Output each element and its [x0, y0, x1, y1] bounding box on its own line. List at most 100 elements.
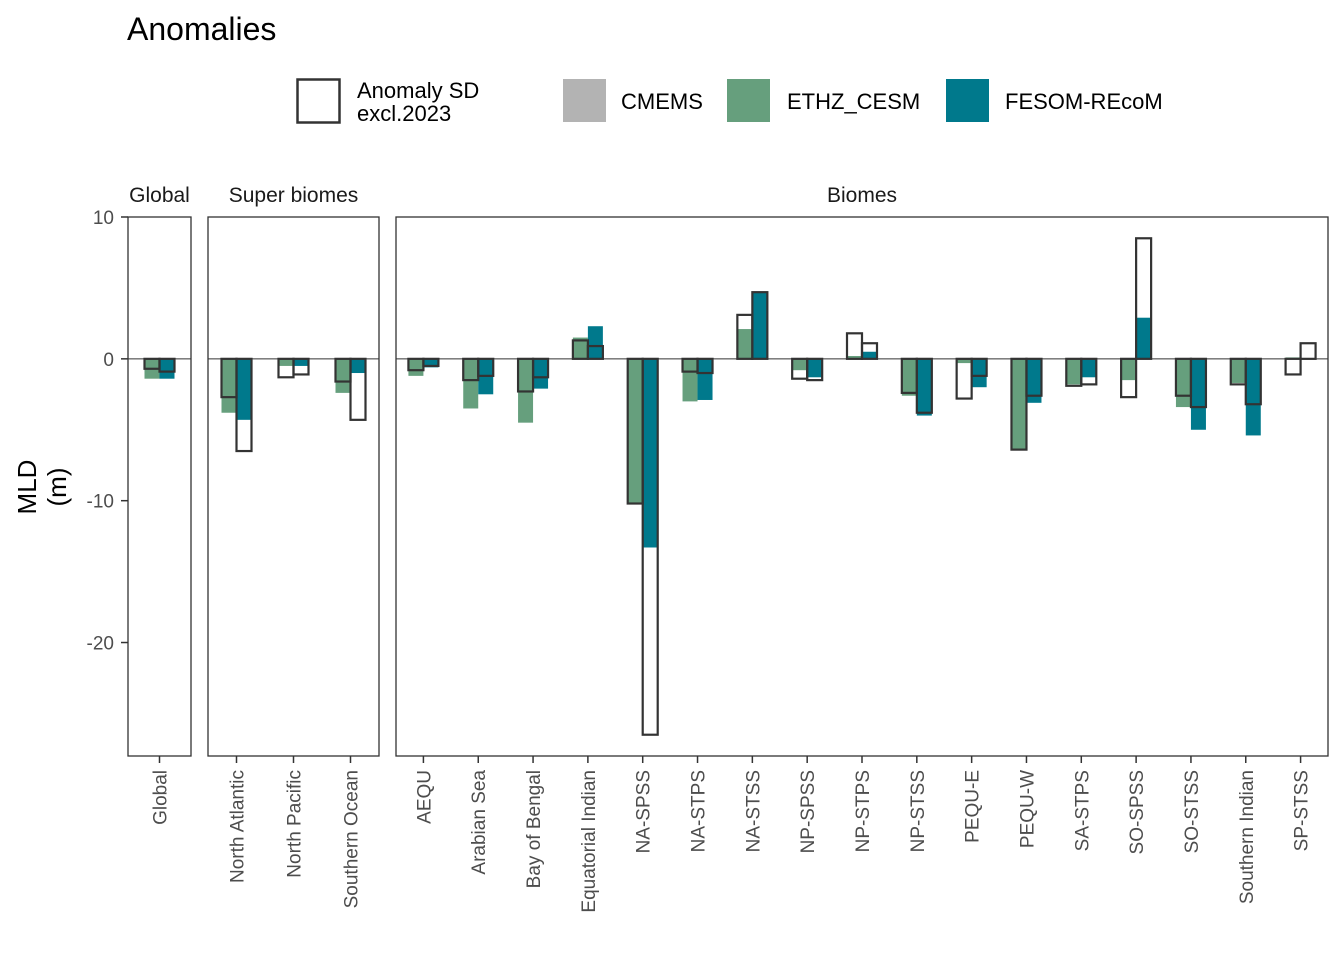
panel-strip-label: Super biomes [229, 184, 359, 207]
bar-fesom-recom-so-stss [1190, 358, 1206, 430]
x-tick-label: Southern Indian [1237, 770, 1258, 904]
sd-box-fesom-recom-equatorial-indian [586, 344, 604, 360]
bar-fesom-recom-pequ-w [1026, 358, 1042, 403]
sd-box-ethz-cesm-so-spss [1120, 357, 1138, 399]
bar-fesom-recom-north-pacific [293, 358, 309, 366]
bar-ethz-cesm-np-stss [901, 358, 917, 396]
sd-box-fesom-recom-so-spss [1135, 237, 1153, 360]
chart-title: Anomalies [127, 11, 276, 47]
x-tick-label: SA-STPS [1072, 770, 1093, 851]
panel-super-biomes: Super biomes North Atlantic North Pacific S… [207, 184, 380, 908]
y-axis-title: MLD [12, 460, 42, 515]
bar-fesom-recom-bay-of-bengal [533, 358, 549, 389]
sd-box-fesom-recom-bay-of-bengal [531, 357, 550, 379]
x-tick-label: PEQU-E [963, 770, 984, 843]
sd-box-fesom-recom-southern-ocean [349, 357, 367, 421]
legend-label-fesom-recom: FESOM-REcoM [1005, 89, 1163, 114]
legend-key-fesom-recom [946, 79, 989, 122]
bar-fesom-recom-so-spss [1136, 317, 1152, 359]
sd-box-fesom-recom-so-stss [1189, 357, 1208, 409]
y-tick-label: 10 [93, 208, 114, 229]
sd-box-fesom-recom-north-atlantic [235, 357, 253, 453]
sd-box-ethz-cesm-pequ-w [1010, 357, 1028, 451]
sd-box-fesom-recom-sa-stps [1080, 357, 1098, 386]
x-tick-label: Global [151, 770, 172, 825]
x-tick-label: NA-STPS [689, 770, 710, 852]
facet-panels: Global Global Super biomes North Atlantic No… [127, 184, 1329, 913]
bar-ethz-cesm-aequ [408, 358, 424, 376]
bar-ethz-cesm-sa-stps [1066, 358, 1082, 385]
bar-fesom-recom-na-stps [697, 358, 713, 400]
panel-strip-label: Global [129, 184, 190, 207]
bar-ethz-cesm-north-atlantic [221, 358, 237, 413]
bar-ethz-cesm-np-stps [847, 356, 862, 359]
bar-ethz-cesm-na-spss [627, 358, 643, 504]
x-tick-label: NA-SPSS [634, 770, 655, 853]
x-tick-label: Southern Ocean [342, 770, 363, 908]
bar-fesom-recom-pequ-e [971, 358, 987, 388]
x-tick-label: NP-STSS [908, 770, 929, 852]
bar-fesom-recom-north-atlantic [236, 358, 252, 420]
sd-box-fesom-recom-north-pacific [292, 357, 310, 376]
x-tick-label: NP-STPS [853, 770, 874, 852]
bar-ethz-cesm-arabian-sea [463, 358, 479, 409]
bar-fesom-recom-equatorial-indian [587, 326, 603, 359]
x-tick-label: North Pacific [285, 770, 306, 878]
y-tick-label: -10 [87, 492, 114, 513]
panel-biomes: Biomes AEQU Arabian Sea Bay of Bengal Equato… [395, 184, 1329, 913]
bar-ethz-cesm-na-stss [737, 329, 753, 359]
bar-ethz-cesm-southern-indian [1230, 358, 1246, 383]
bar-ethz-cesm-so-stss [1175, 358, 1191, 408]
legend-key-cmems [563, 79, 606, 122]
bar-ethz-cesm-so-spss [1121, 358, 1137, 381]
panel-border [395, 216, 1329, 757]
bar-fesom-recom-global [159, 358, 175, 379]
panel-border [127, 216, 192, 757]
sd-box-fesom-recom-sp-stss [1299, 342, 1317, 360]
sd-box-fesom-recom-aequ [422, 357, 440, 368]
sd-box-fesom-recom-np-stps [860, 342, 879, 360]
x-tick-label: SP-STSS [1292, 770, 1313, 851]
bar-fesom-recom-na-stss [752, 292, 768, 359]
sd-box-fesom-recom-na-stss [751, 291, 769, 360]
bar-ethz-cesm-pequ-w [1011, 358, 1027, 450]
x-tick-label: PEQU-W [1017, 770, 1038, 848]
sd-box-fesom-recom-np-spss [806, 357, 824, 382]
sd-box-fesom-recom-southern-indian [1244, 357, 1262, 406]
x-tick-label: Bay of Bengal [524, 770, 545, 888]
x-tick-label: SO-STSS [1182, 770, 1203, 853]
x-tick-label: Equatorial Indian [579, 770, 600, 913]
sd-box-fesom-recom-pequ-w [1025, 357, 1043, 397]
panel-strip-label: Biomes [827, 184, 897, 207]
sd-box-ethz-cesm-sp-stss [1284, 357, 1302, 376]
bar-fesom-recom-np-spss [807, 358, 823, 378]
bar-ethz-cesm-southern-ocean [335, 358, 351, 393]
y-tick-label: 0 [103, 350, 114, 371]
bar-ethz-cesm-equatorial-indian [572, 337, 588, 359]
y-tick-label: -20 [87, 634, 114, 655]
sd-box-fesom-recom-global [158, 357, 176, 373]
legend-label-anomaly-sd: excl.2023 [357, 101, 451, 126]
sd-box-fesom-recom-np-stss [915, 357, 933, 414]
x-tick-label: AEQU [414, 770, 435, 824]
bar-ethz-cesm-north-pacific [278, 358, 294, 366]
bar-ethz-cesm-pequ-e [956, 358, 972, 364]
bar-fesom-recom-aequ [423, 358, 439, 368]
y-axis-label: MLD (m) [12, 460, 72, 515]
legend-key-anomaly-sd [296, 78, 341, 124]
bar-fesom-recom-southern-ocean [350, 358, 366, 374]
bar-ethz-cesm-na-stps [682, 358, 698, 402]
bar-ethz-cesm-np-spss [792, 358, 808, 371]
bar-fesom-recom-na-spss [642, 358, 658, 548]
legend-key-ethz-cesm [727, 79, 770, 122]
panel-global: Global Global [127, 184, 192, 825]
bar-fesom-recom-np-stss [916, 358, 932, 416]
sd-box-fesom-recom-na-stps [696, 357, 714, 375]
bar-fesom-recom-southern-indian [1245, 358, 1261, 436]
panel-border [207, 216, 380, 757]
legend-label-ethz-cesm: ETHZ_CESM [787, 89, 920, 114]
x-tick-label: NP-SPSS [798, 770, 819, 853]
legend-label-cmems: CMEMS [621, 89, 703, 114]
